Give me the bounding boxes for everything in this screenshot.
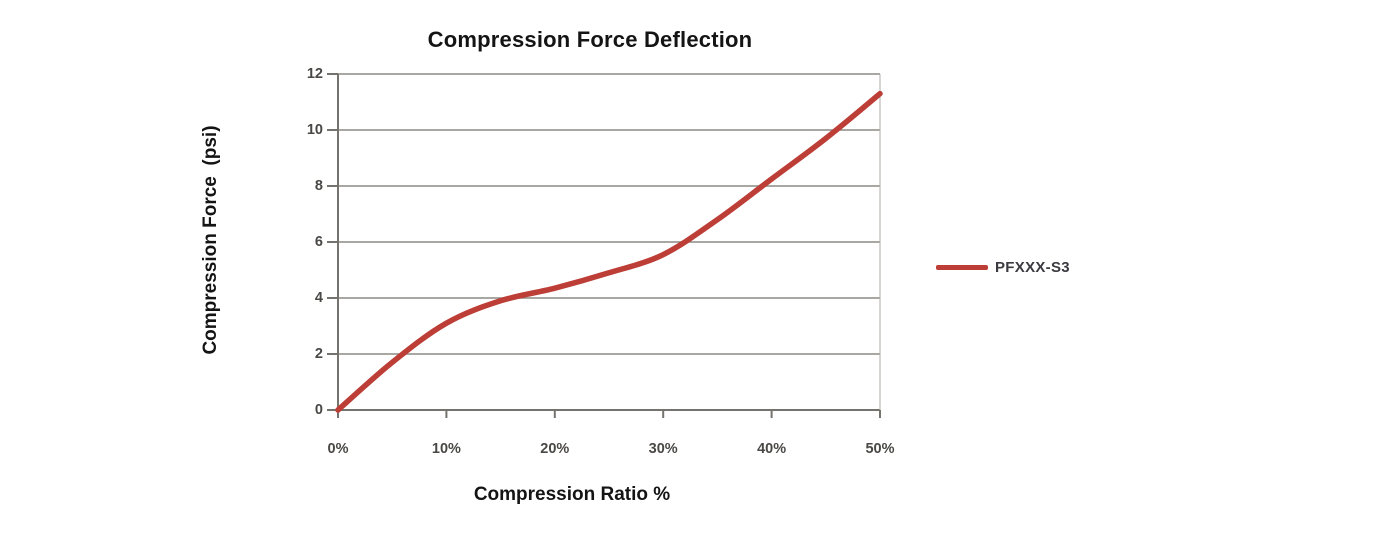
x-tick-label-0%: 0% xyxy=(327,441,349,457)
y-axis-title: Compression Force (psi) xyxy=(200,125,221,355)
y-tick-label-12: 12 xyxy=(306,66,323,82)
x-tick-label-50%: 50% xyxy=(865,441,895,457)
y-tick-label-10: 10 xyxy=(306,122,323,138)
legend-series-label: PFXXX-S3 xyxy=(995,258,1070,276)
series-line-PFXXX-S3 xyxy=(335,90,883,413)
x-tick-label-10%: 10% xyxy=(431,441,461,457)
y-tick-label-0: 0 xyxy=(314,402,323,418)
legend: PFXXX-S3 xyxy=(936,258,1070,276)
legend-line-swatch xyxy=(936,264,988,270)
x-tick-label-40%: 40% xyxy=(757,441,787,457)
y-tick-label-8: 8 xyxy=(314,178,323,194)
y-tick-label-4: 4 xyxy=(314,290,323,306)
y-tick-label-6: 6 xyxy=(314,234,323,250)
y-tick-label-2: 2 xyxy=(314,346,323,362)
x-axis-title: Compression Ratio % xyxy=(473,484,671,505)
x-tick-label-30%: 30% xyxy=(648,441,678,457)
x-tick-label-20%: 20% xyxy=(540,441,570,457)
chart-title: Compression Force Deflection xyxy=(427,27,753,52)
